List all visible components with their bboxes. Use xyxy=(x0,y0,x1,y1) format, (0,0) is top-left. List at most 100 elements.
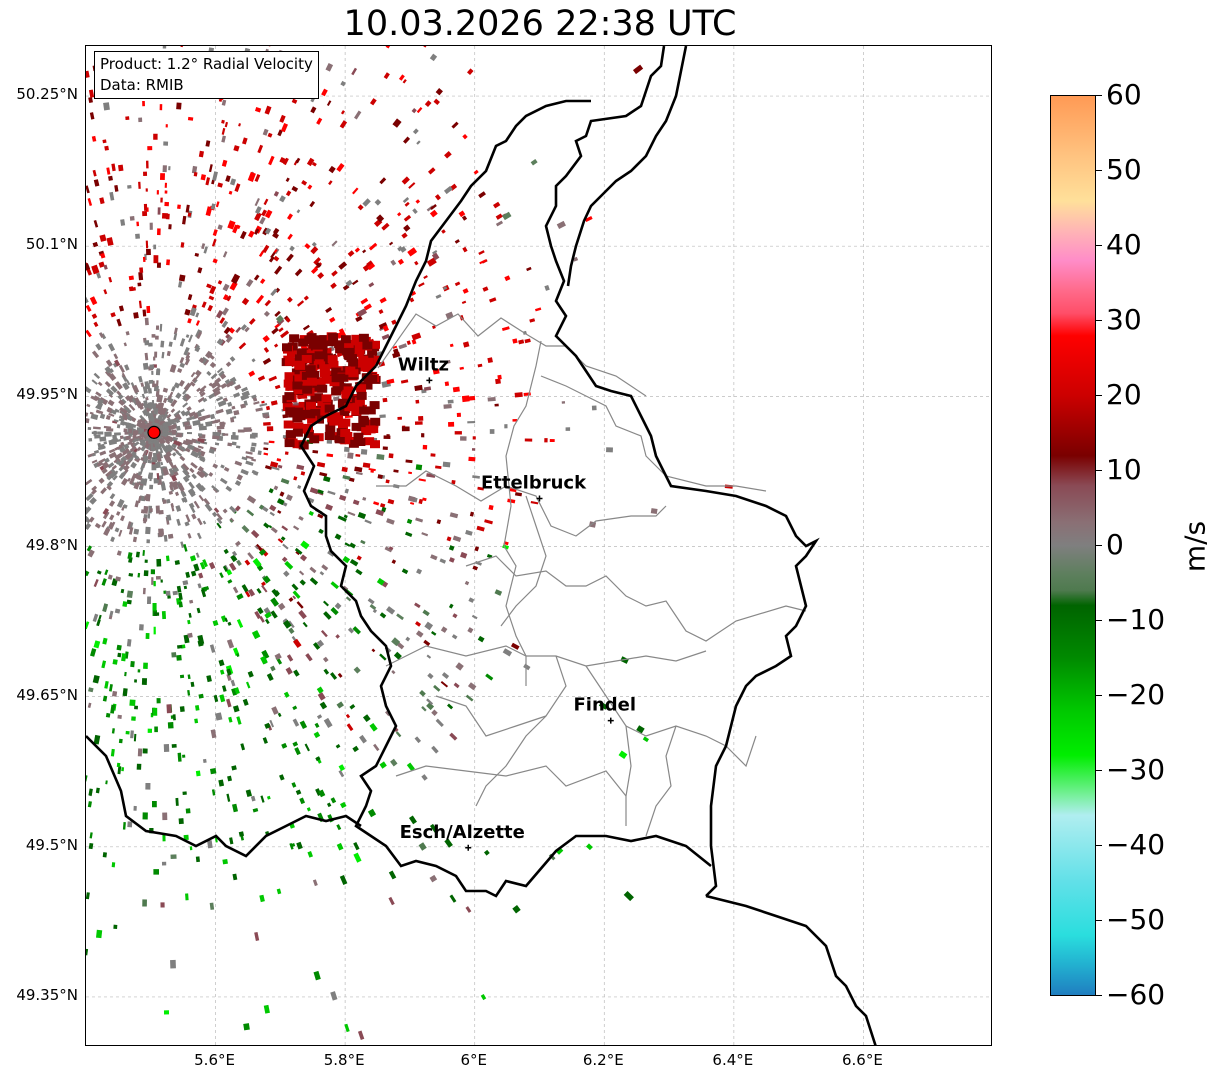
radar-echo xyxy=(418,415,424,421)
radar-echo xyxy=(154,351,158,358)
city-label: Findel xyxy=(573,695,636,716)
radar-echo xyxy=(286,296,293,303)
radar-echo xyxy=(299,570,305,576)
radar-echo xyxy=(189,599,194,604)
radar-echo xyxy=(146,160,149,169)
radar-echo xyxy=(435,718,444,727)
radar-echo xyxy=(421,774,428,781)
radar-echo xyxy=(190,462,198,469)
radar-echo xyxy=(294,386,305,394)
radar-echo xyxy=(292,381,303,390)
radar-echo xyxy=(382,397,388,403)
radar-echo xyxy=(415,399,420,404)
radar-echo xyxy=(213,694,219,703)
radar-echo xyxy=(179,356,185,364)
radar-echo xyxy=(354,397,365,406)
radar-echo xyxy=(177,752,182,762)
radar-echo xyxy=(387,498,395,505)
radar-echo xyxy=(435,294,442,299)
radar-echo xyxy=(111,470,119,478)
radar-echo xyxy=(544,438,548,443)
radar-echo xyxy=(147,451,153,461)
radar-echo xyxy=(106,406,113,413)
radar-echo xyxy=(294,374,305,383)
radar-echo xyxy=(181,491,187,498)
radar-echo xyxy=(184,308,191,316)
radar-echo xyxy=(317,342,328,351)
radar-echo xyxy=(181,463,190,472)
radar-echo xyxy=(118,418,124,422)
radar-echo xyxy=(262,335,270,343)
radar-echo xyxy=(347,250,355,257)
radar-echo xyxy=(116,390,122,396)
radar-echo xyxy=(504,424,508,429)
radar-echo xyxy=(122,601,128,608)
city-marker: Wiltz xyxy=(398,354,449,384)
radar-echo xyxy=(120,398,127,405)
radar-echo xyxy=(157,228,161,236)
radar-echo xyxy=(213,390,221,397)
radar-echo xyxy=(167,391,174,400)
radar-echo xyxy=(108,684,113,692)
radar-echo xyxy=(186,432,193,435)
radar-echo xyxy=(95,343,103,351)
radar-echo xyxy=(305,410,316,419)
radar-echo xyxy=(220,615,227,623)
city-marker: Ettelbruck xyxy=(481,472,587,502)
radar-echo xyxy=(411,332,422,341)
radar-echo xyxy=(257,607,264,615)
radar-echo xyxy=(86,304,92,312)
radar-echo xyxy=(266,426,274,432)
velocity-colorbar xyxy=(1050,95,1096,996)
canton-border xyxy=(376,470,667,537)
radar-echo xyxy=(188,612,192,618)
radar-echo xyxy=(310,342,321,351)
radar-echo xyxy=(367,375,378,383)
radar-echo xyxy=(304,243,311,250)
radar-echo xyxy=(151,800,157,808)
radar-echo xyxy=(407,495,416,503)
radar-echo xyxy=(153,255,159,264)
radar-echo xyxy=(266,673,274,682)
radar-echo xyxy=(108,368,114,374)
radar-echo xyxy=(279,114,286,123)
radar-echo xyxy=(126,639,132,647)
radar-echo xyxy=(128,275,134,281)
radar-echo xyxy=(223,466,230,472)
radar-echo xyxy=(208,562,216,570)
radar-echo xyxy=(86,478,93,486)
radar-echo xyxy=(404,201,410,207)
radar-echo xyxy=(111,464,118,471)
radar-echo xyxy=(91,350,100,359)
radar-echo xyxy=(636,725,645,734)
radar-echo xyxy=(195,312,200,318)
radar-echo xyxy=(129,445,137,453)
radar-echo xyxy=(121,412,128,418)
radar-echo xyxy=(86,506,92,515)
radar-echo xyxy=(160,443,168,452)
radar-echo xyxy=(237,429,245,433)
radar-echo xyxy=(369,98,377,106)
radar-echo xyxy=(106,237,114,246)
radar-echo xyxy=(465,529,473,536)
radar-echo xyxy=(146,596,152,605)
radar-echo xyxy=(336,163,345,172)
radar-echo xyxy=(385,710,391,717)
radar-echo xyxy=(348,358,359,367)
radar-echo xyxy=(162,812,168,821)
radar-echo xyxy=(415,464,423,471)
radar-echo xyxy=(241,584,249,593)
radar-echo xyxy=(338,422,348,431)
radar-echo xyxy=(241,386,248,393)
radar-echo xyxy=(208,295,215,301)
radar-echo xyxy=(105,470,113,478)
radar-echo xyxy=(271,327,279,335)
radar-map[interactable]: Wiltz Ettelbruck Findel Esch/Alzette xyxy=(85,45,992,1046)
radar-echo xyxy=(316,714,323,720)
radar-echo xyxy=(430,453,436,457)
radar-echo xyxy=(165,555,170,562)
colorbar-tick-label: −40 xyxy=(1106,828,1166,861)
radar-echo xyxy=(251,442,257,447)
radar-echo xyxy=(89,296,98,306)
